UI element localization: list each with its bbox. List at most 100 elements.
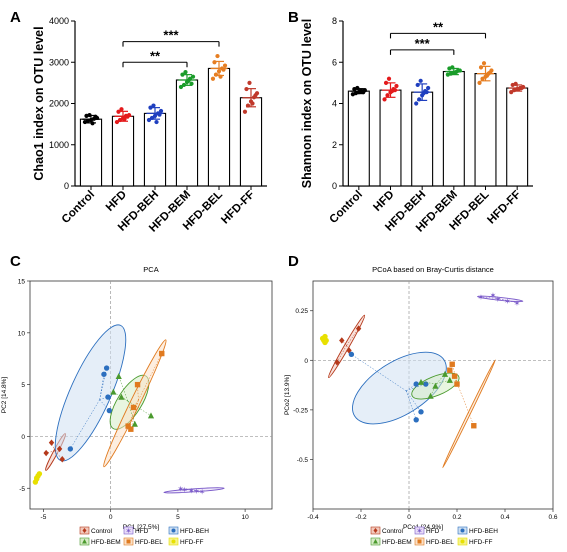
data-point bbox=[158, 108, 164, 114]
panel-label: B bbox=[288, 9, 299, 26]
legend-label: HFD-FF bbox=[180, 539, 203, 546]
bar bbox=[111, 115, 135, 187]
bar bbox=[143, 112, 167, 187]
centroid-link bbox=[480, 296, 500, 300]
y-tick-label: -5 bbox=[19, 486, 25, 493]
data-point bbox=[480, 76, 485, 81]
y-axis-label: Shannon index on OTU level bbox=[300, 19, 314, 188]
centroid-link bbox=[406, 383, 426, 392]
data-point bbox=[215, 53, 220, 59]
data-point bbox=[253, 93, 258, 98]
legend-label: HFD bbox=[135, 528, 149, 535]
point-marker bbox=[334, 359, 340, 366]
x-tick-label: 0.6 bbox=[548, 514, 557, 521]
legend: Control ✶ HFD HFD-BEH HFD-BEM HFD-BEL HFD-FF bbox=[79, 526, 209, 546]
point-marker bbox=[373, 528, 378, 533]
centroid-link bbox=[346, 328, 359, 346]
point-marker bbox=[105, 394, 111, 400]
plot-frame bbox=[29, 280, 273, 510]
centroid-link bbox=[436, 379, 450, 384]
data-point bbox=[418, 78, 423, 83]
point-marker bbox=[32, 479, 39, 485]
significance-label: ** bbox=[150, 48, 161, 63]
x-tick-label: Control bbox=[60, 189, 97, 226]
data-point bbox=[382, 97, 387, 102]
bar bbox=[506, 87, 529, 187]
x-axis-label: PC1 [27.5%] bbox=[123, 524, 160, 531]
point-marker bbox=[147, 412, 155, 419]
y-axis-label: PC2 [14.8%] bbox=[1, 377, 8, 414]
point-marker bbox=[449, 361, 455, 367]
centroid-link bbox=[130, 400, 139, 430]
legend: Control ✶ HFD HFD-BEH HFD-BEM HFD-BEL HFD-FF bbox=[370, 526, 498, 546]
centroid-link bbox=[70, 399, 100, 450]
legend-label: HFD-BEM bbox=[91, 539, 121, 546]
y-tick-label: 0.25 bbox=[295, 308, 308, 315]
centroid-link bbox=[405, 390, 417, 420]
x-tick-label: 5 bbox=[176, 514, 180, 521]
centroid-link bbox=[127, 400, 136, 425]
legend-label: HFD-BEL bbox=[135, 539, 163, 546]
x-tick-label: -0.4 bbox=[307, 514, 319, 521]
point-marker bbox=[373, 538, 378, 544]
data-point bbox=[477, 80, 482, 85]
data-point bbox=[247, 80, 252, 85]
confidence-ellipse bbox=[352, 351, 447, 425]
data-point bbox=[481, 61, 487, 66]
panel-label: D bbox=[288, 253, 299, 270]
y-axis-label: PCo2 [13.9%] bbox=[284, 375, 291, 415]
data-point bbox=[212, 60, 217, 65]
point-marker bbox=[82, 528, 87, 533]
legend-swatch bbox=[123, 526, 134, 535]
y-tick-label: 2000 bbox=[49, 99, 69, 109]
legend-swatch bbox=[414, 526, 425, 535]
centroid-link bbox=[499, 298, 518, 304]
point-marker bbox=[48, 439, 55, 446]
point-marker bbox=[460, 539, 465, 544]
legend-label: HFD-FF bbox=[469, 539, 492, 546]
bar bbox=[442, 70, 465, 187]
bar bbox=[207, 67, 231, 187]
y-tick-label: 6 bbox=[332, 57, 337, 67]
point-marker bbox=[134, 381, 141, 388]
point-marker bbox=[432, 382, 439, 389]
centroid-link bbox=[405, 390, 422, 412]
point-marker bbox=[323, 337, 329, 344]
point-marker bbox=[103, 365, 110, 371]
point-marker: ✶ bbox=[494, 295, 501, 304]
centroid-link bbox=[336, 345, 347, 363]
y-tick-label: 8 bbox=[332, 16, 337, 26]
data-point bbox=[183, 70, 188, 75]
bar bbox=[347, 90, 370, 187]
data-point bbox=[213, 72, 219, 77]
point-marker bbox=[441, 370, 449, 377]
plot-title: PCA bbox=[143, 265, 158, 274]
legend-label: HFD-BEH bbox=[469, 528, 498, 535]
y-tick-label: 0 bbox=[64, 181, 69, 191]
point-marker bbox=[413, 417, 419, 423]
centroid-link bbox=[341, 340, 347, 346]
data-point bbox=[386, 76, 392, 81]
data-point bbox=[385, 93, 390, 98]
x-tick-label: 10 bbox=[241, 514, 249, 521]
legend-label: HFD bbox=[426, 528, 440, 535]
x-tick-label: 0 bbox=[109, 514, 113, 521]
point-marker: ✶ bbox=[490, 291, 497, 300]
point-marker bbox=[130, 404, 137, 411]
y-tick-label: 2 bbox=[332, 140, 337, 150]
data-point bbox=[154, 119, 159, 125]
plot-title: PCoA based on Bray-Curtis distance bbox=[372, 265, 494, 274]
data-point bbox=[414, 101, 419, 106]
point-marker bbox=[417, 378, 425, 385]
y-tick-label: 3000 bbox=[49, 57, 69, 67]
point-marker bbox=[454, 381, 460, 387]
point-marker bbox=[418, 409, 424, 415]
data-point bbox=[242, 109, 248, 114]
y-tick-label: -0.5 bbox=[297, 457, 309, 464]
point-marker bbox=[110, 388, 117, 395]
point-marker bbox=[348, 351, 355, 358]
legend-label: HFD-BEM bbox=[382, 539, 412, 546]
x-tick-label: -5 bbox=[41, 514, 47, 521]
